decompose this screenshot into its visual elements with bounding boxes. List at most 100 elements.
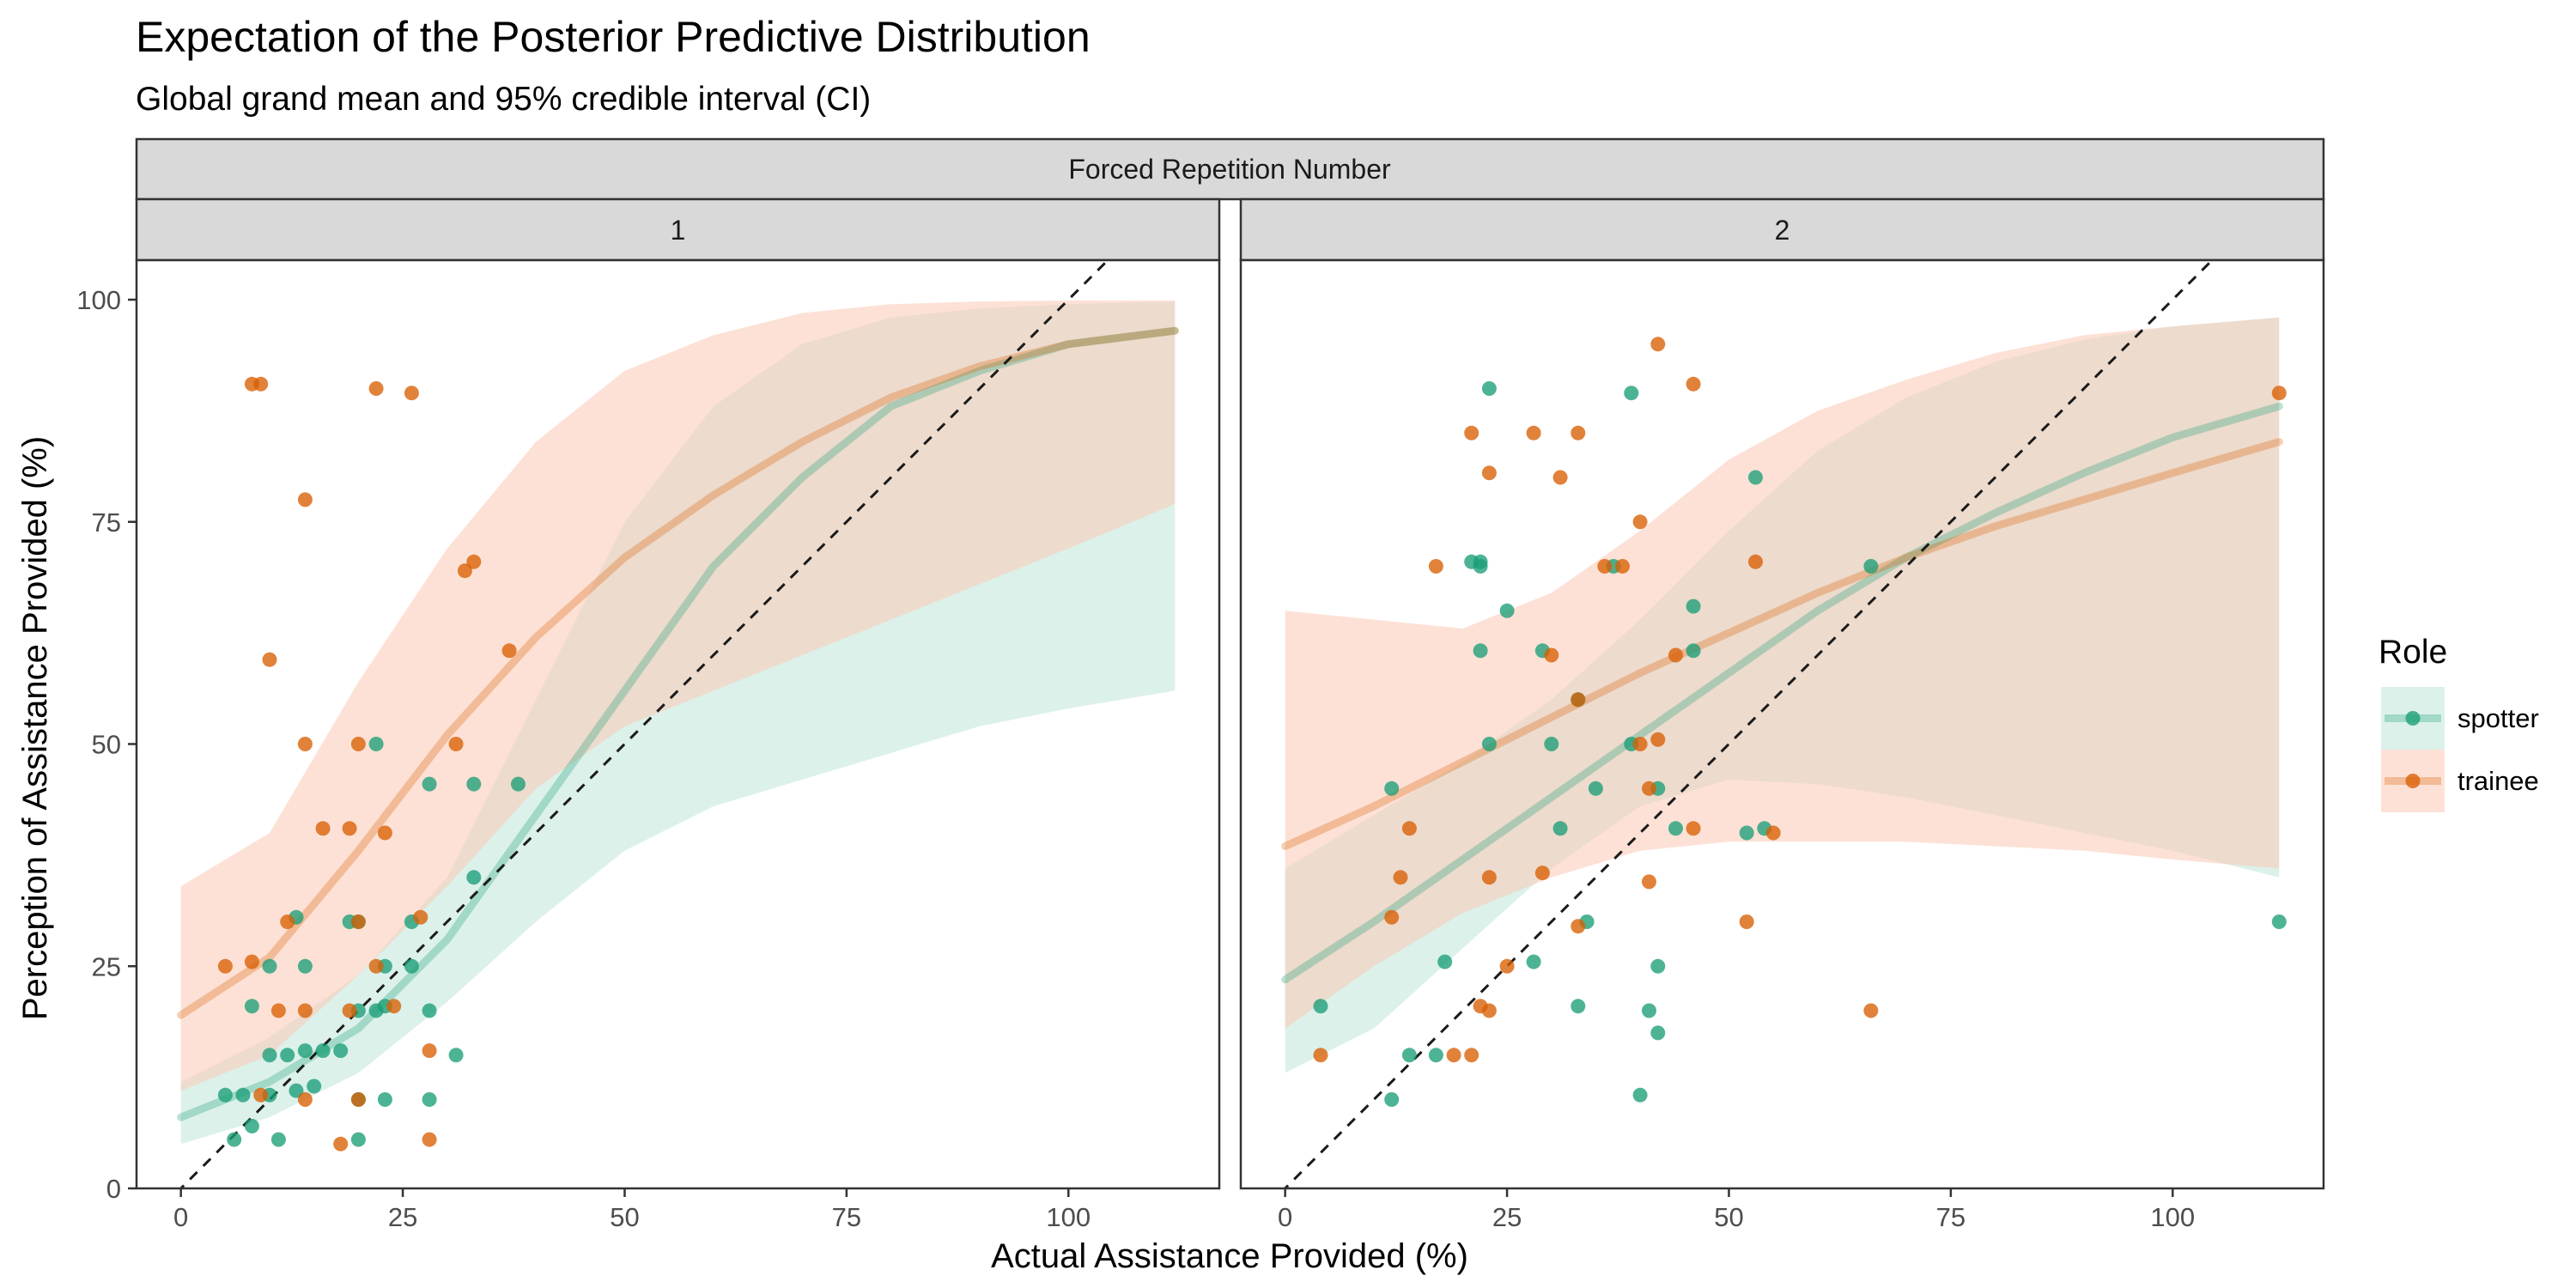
data-point-trainee (413, 909, 428, 925)
x-tick-label: 50 (610, 1202, 639, 1232)
x-tick-label: 25 (1492, 1202, 1522, 1232)
data-point-spotter (1544, 737, 1559, 751)
panel-plot-area (1281, 260, 2287, 1188)
legend-entry-spotter: spotter (2381, 687, 2539, 750)
panel-strip-1 (135, 197, 1221, 262)
y-axis-title: Perception of Assistance Provided (%) (16, 436, 54, 1020)
data-point-trainee (1642, 781, 1656, 796)
legend-title: Role (2379, 634, 2447, 671)
data-point-trainee (457, 563, 472, 579)
facet-strip: Forced Repetition Number (135, 137, 2325, 201)
data-point-trainee (466, 554, 482, 569)
facet-panel-2: 2 0 25 50 75 100 (1239, 197, 2325, 1232)
data-point-spotter (1650, 1025, 1666, 1041)
data-point-spotter (297, 1043, 313, 1059)
data-point-trainee (1552, 470, 1568, 485)
data-point-spotter (422, 1092, 437, 1107)
panel-border (1239, 258, 2325, 1190)
data-point-trainee (333, 1136, 349, 1151)
data-point-spotter (307, 1078, 322, 1094)
data-point-spotter (1571, 999, 1586, 1014)
data-point-spotter (1473, 554, 1488, 569)
x-tick-label: 25 (388, 1202, 417, 1232)
facet-panel-1: 1 0 25 50 75 100 0 25 50 75 100 (76, 197, 1221, 1232)
data-point-trainee (297, 1003, 313, 1018)
data-point-spotter (280, 1048, 295, 1063)
data-point-trainee (1632, 514, 1648, 530)
x-tick-label: 75 (1936, 1202, 1965, 1232)
data-point-spotter (1668, 821, 1683, 836)
x-tick-label: 75 (832, 1202, 861, 1232)
data-point-spotter (1384, 781, 1400, 796)
data-point-trainee (342, 1003, 357, 1018)
data-point-trainee (1393, 870, 1408, 885)
data-point-spotter (289, 1083, 304, 1098)
data-point-spotter (1428, 1048, 1443, 1063)
data-point-spotter (422, 776, 437, 792)
data-point-trainee (280, 914, 295, 929)
data-point-trainee (270, 1003, 286, 1018)
panel-strip-label-2: 2 (1775, 215, 1790, 246)
data-point-trainee (1863, 1003, 1879, 1018)
y-tick-label: 75 (92, 507, 121, 538)
y-tick-label: 25 (92, 951, 121, 981)
data-point-spotter (227, 1132, 242, 1147)
identity-reference-line (1283, 260, 2215, 1188)
data-point-spotter (1686, 643, 1701, 659)
data-point-spotter (262, 1048, 277, 1063)
data-point-trainee (1481, 870, 1497, 885)
chart-title: Expectation of the Posterior Predictive … (136, 13, 1091, 61)
legend: Role spotter trainee (2379, 634, 2539, 812)
data-point-spotter (1642, 1003, 1656, 1018)
chart-subtitle: Global grand mean and 95% credible inter… (136, 81, 871, 118)
data-point-spotter (1313, 999, 1328, 1014)
y-tick-label: 100 (76, 285, 121, 315)
data-point-spotter (2271, 914, 2287, 929)
panels: 1 0 25 50 75 100 0 25 50 75 100 2 0 25 50 75 100 (76, 197, 2325, 1232)
data-point-trainee (217, 958, 233, 974)
legend-label-trainee: trainee (2458, 766, 2539, 796)
data-point-spotter (1401, 1048, 1417, 1063)
legend-entry-trainee: trainee (2381, 750, 2539, 812)
data-point-trainee (501, 643, 517, 659)
data-point-trainee (1526, 425, 1541, 440)
data-point-spotter (1473, 643, 1488, 659)
data-point-spotter (1863, 559, 1879, 574)
data-point-trainee (422, 1132, 437, 1147)
mean-line-spotter (1281, 402, 2283, 984)
panel-border (135, 258, 1221, 1190)
panel-strip-label-1: 1 (671, 215, 686, 246)
data-point-spotter (1526, 954, 1541, 969)
data-point-trainee (1481, 465, 1497, 481)
data-point-trainee (1632, 737, 1648, 751)
ci-band-trainee (180, 301, 1176, 1091)
data-point-trainee (1748, 554, 1763, 569)
panel-strip-2 (1239, 197, 2325, 262)
data-point-trainee (1571, 919, 1586, 934)
data-point-trainee (1642, 874, 1656, 890)
data-point-trainee (350, 1092, 366, 1107)
data-point-trainee (377, 825, 392, 841)
data-point-spotter (404, 958, 419, 974)
x-axis-title: Actual Assistance Provided (%) (991, 1237, 1468, 1275)
data-point-spotter (1437, 954, 1453, 969)
data-point-spotter (1499, 603, 1515, 618)
x-tick-label: 50 (1714, 1202, 1743, 1232)
data-point-spotter (448, 1048, 464, 1063)
panel-plot-area (177, 260, 1179, 1188)
data-point-trainee (2271, 386, 2287, 401)
mean-line-trainee (177, 326, 1179, 1019)
data-point-trainee (253, 1087, 269, 1103)
data-point-trainee (1615, 559, 1630, 574)
ci-band-trainee (1285, 317, 2280, 1029)
mean-line-trainee (1281, 438, 2283, 850)
data-point-trainee (1534, 866, 1550, 881)
data-point-spotter (1384, 1092, 1400, 1107)
data-point-spotter (466, 870, 482, 885)
data-point-spotter (1552, 821, 1568, 836)
data-point-trainee (1571, 425, 1586, 440)
data-point-trainee (342, 821, 357, 836)
data-point-trainee (404, 386, 419, 401)
data-point-spotter (262, 958, 277, 974)
